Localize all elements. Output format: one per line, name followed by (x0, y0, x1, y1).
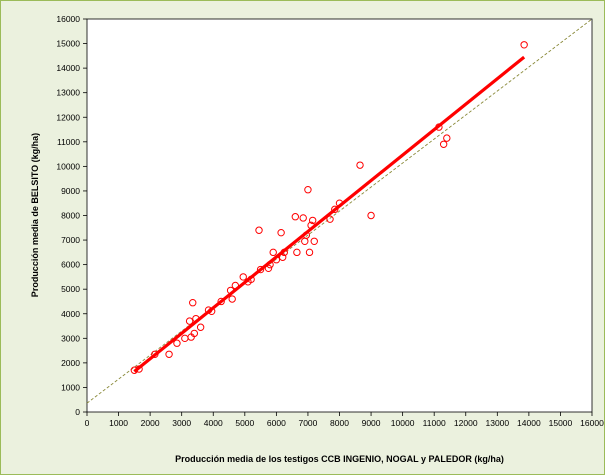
data-point (520, 41, 528, 49)
data-point (331, 205, 339, 214)
x-tick-label: 14000 (517, 418, 541, 428)
y-tick-label: 13000 (56, 88, 80, 98)
ticks-layer: 0 1000 2000 3000 4000 5000 6000 7000 8000 9000 100… (56, 14, 604, 428)
x-tick-label: 11000 (423, 418, 446, 428)
x-tick-label: 0 (85, 418, 90, 428)
data-point (217, 297, 225, 306)
x-tick-label: 16000 (580, 418, 604, 428)
data-point (305, 248, 314, 257)
x-tick-label: 4000 (204, 418, 223, 428)
y-tick-label: 7000 (61, 235, 80, 245)
data-point (304, 186, 312, 194)
data-point (173, 339, 181, 347)
y-tick-label: 9000 (61, 186, 80, 196)
data-point (326, 215, 334, 223)
y-tick-label: 8000 (61, 211, 80, 221)
data-point (277, 228, 285, 237)
data-point (196, 323, 205, 331)
reference-line (86, 18, 593, 404)
x-tick-label: 10000 (391, 418, 415, 428)
y-tick-label: 6000 (61, 260, 80, 270)
x-tick-label: 2000 (141, 418, 160, 428)
data-point (165, 350, 173, 358)
data-point (189, 298, 197, 307)
y-tick-label: 11000 (57, 137, 80, 147)
y-tick-label: 1000 (61, 382, 80, 392)
y-tick-label: 10000 (56, 161, 80, 171)
data-point (190, 329, 199, 338)
data-point (269, 248, 277, 257)
x-tick-label: 8000 (330, 418, 349, 428)
data-point (367, 211, 375, 220)
data-point (293, 248, 301, 257)
y-tick-label: 2000 (61, 358, 80, 368)
x-tick-label: 1000 (109, 418, 128, 428)
y-axis-title: Producción media de BELSITO (kg/ha) (30, 133, 40, 297)
x-tick-label: 3000 (172, 418, 191, 428)
data-point (228, 295, 236, 303)
data-point (299, 214, 307, 222)
data-point (356, 161, 364, 169)
x-tick-label: 13000 (485, 418, 509, 428)
y-tick-label: 15000 (56, 39, 80, 49)
data-point (443, 134, 451, 142)
reference-layer (86, 18, 593, 404)
data-point (185, 317, 194, 325)
y-tick-label: 5000 (61, 284, 80, 294)
x-tick-label: 5000 (235, 418, 254, 428)
x-tick-label: 12000 (454, 418, 478, 428)
x-tick-label: 15000 (549, 418, 573, 428)
regression-line (133, 55, 526, 373)
x-tick-label: 9000 (362, 418, 381, 428)
data-point (439, 140, 448, 148)
data-point (239, 273, 247, 281)
y-tick-label: 0 (75, 407, 80, 417)
x-axis-title: Producción media de los testigos CCB ING… (175, 454, 504, 464)
y-tick-label: 3000 (61, 333, 80, 343)
y-tick-label: 16000 (56, 14, 80, 24)
data-point (255, 226, 263, 234)
data-point (308, 216, 317, 225)
x-tick-label: 7000 (298, 418, 317, 428)
data-point (291, 213, 300, 221)
data-point (256, 265, 265, 274)
y-tick-label: 14000 (56, 63, 80, 73)
data-point (310, 237, 318, 245)
data-point (278, 253, 287, 261)
x-tick-label: 6000 (267, 418, 286, 428)
plot-area (86, 18, 593, 413)
y-tick-label: 12000 (56, 112, 80, 122)
y-tick-label: 4000 (61, 309, 80, 319)
fit-layer (133, 55, 526, 373)
